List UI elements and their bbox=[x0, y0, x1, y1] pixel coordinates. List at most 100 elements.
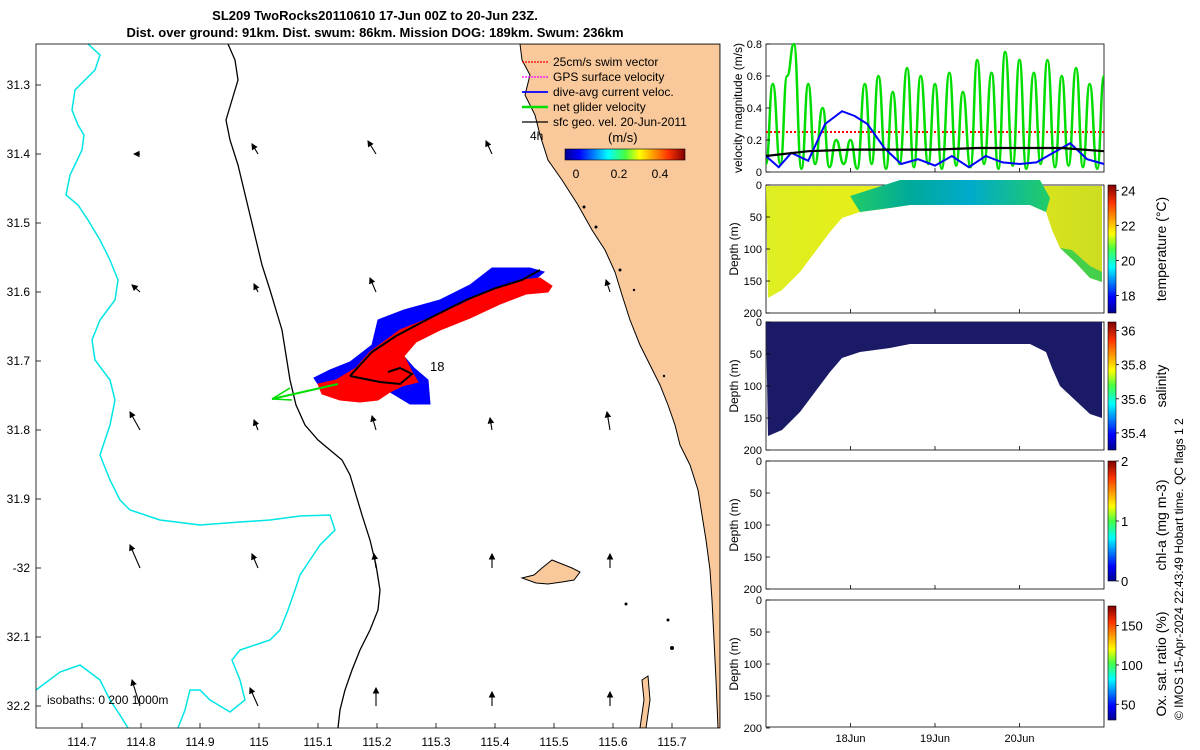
chlorophyll-depth-tick-label: 200 bbox=[744, 584, 762, 596]
legend-label-swim: 25cm/s swim vector bbox=[553, 55, 658, 69]
date-tick-label: 20Jun bbox=[1005, 733, 1035, 745]
salinity-ticks: 0 50 100 150 200 Depth (m) 35.4 35.6 35.8 36 salin… bbox=[727, 317, 1169, 457]
chlorophyll-axes bbox=[765, 460, 1105, 590]
oxygen-colorbar-tick-label: 150 bbox=[1121, 619, 1143, 634]
salinity-depth-tick-label: 150 bbox=[744, 413, 762, 425]
temperature-colorbar-label: temperature (°C) bbox=[1153, 197, 1169, 301]
salinity-colorbar-tick-label: 35.8 bbox=[1121, 358, 1146, 373]
salinity-colorbar-tick-label: 35.6 bbox=[1121, 392, 1146, 407]
salinity-colorbar-label: salinity bbox=[1153, 365, 1169, 408]
salinity-depth-tick-label: 50 bbox=[750, 349, 762, 361]
speed-colorbar bbox=[564, 148, 686, 161]
oxygen-depth-tick-label: 150 bbox=[744, 691, 762, 703]
colorbar-title: (m/s) bbox=[608, 130, 638, 145]
legend-label-net: net glider velocity bbox=[553, 100, 646, 114]
chlorophyll-depth-tick-label: 0 bbox=[756, 456, 762, 468]
oxygen-depth-tick-label: 200 bbox=[744, 723, 762, 735]
chlorophyll-depth-tick-label: 150 bbox=[744, 552, 762, 564]
temperature-depth-label: Depth (m) bbox=[727, 222, 741, 275]
lat-tick-label: 31.9 bbox=[7, 492, 31, 506]
map-lon-ticks: 114.7 114.8 114.9 115 115.1 115.2 115.3 115.4 11… bbox=[67, 723, 687, 749]
temperature-colorbar-tick-label: 20 bbox=[1121, 253, 1135, 268]
lat-tick-label: 31.7 bbox=[7, 354, 31, 368]
chart-title-line2: Dist. over ground: 91km. Dist. swum: 86k… bbox=[126, 25, 624, 40]
temperature-section bbox=[766, 186, 1102, 298]
lon-tick-label: 115.7 bbox=[657, 735, 686, 749]
temperature-colorbar-tick-label: 18 bbox=[1121, 288, 1135, 303]
lon-tick-label: 115.5 bbox=[539, 735, 568, 749]
salinity-colorbar-tick-label: 36 bbox=[1121, 324, 1135, 339]
oxygen-ticks: 0 50 100 150 200 Depth (m) 50 100 150 Ox. sat. ra… bbox=[727, 595, 1169, 735]
colorbar-tick-2: 0.4 bbox=[652, 167, 669, 181]
track-day-label: 18 bbox=[430, 359, 444, 374]
oxygen-axes bbox=[765, 599, 1105, 728]
oxygen-depth-tick-label: 50 bbox=[750, 627, 762, 639]
oxygen-colorbar bbox=[1107, 605, 1117, 721]
temperature-depth-tick-label: 0 bbox=[756, 180, 762, 192]
isobath-1000m bbox=[36, 44, 336, 728]
lat-tick-label: 31.4 bbox=[7, 147, 31, 161]
chlorophyll-depth-tick-label: 50 bbox=[750, 488, 762, 500]
legend-label-current: dive-avg current veloc. bbox=[553, 85, 674, 99]
island-small bbox=[639, 675, 651, 728]
lon-tick-label: 114.8 bbox=[126, 735, 155, 749]
lon-tick-label: 115.1 bbox=[303, 735, 332, 749]
lon-tick-label: 115.2 bbox=[362, 735, 391, 749]
lat-tick-label: 31.8 bbox=[7, 423, 31, 437]
imos-credit: © IMOS 15-Apr-2024 22:43:49 Hobart time.… bbox=[1172, 418, 1186, 720]
geo-velocity-field bbox=[129, 140, 614, 707]
isobath-label: isobaths: 0 200 1000m bbox=[47, 693, 168, 707]
lat-tick-label: 31.6 bbox=[7, 285, 31, 299]
chlorophyll-colorbar-tick-label: 2 bbox=[1121, 454, 1128, 469]
velocity-series-dive-avg-current bbox=[765, 110, 1105, 169]
map-panel: 18 25cm/s swim vector GPS surface veloci… bbox=[7, 43, 721, 749]
temperature-colorbar-tick-label: 24 bbox=[1121, 183, 1135, 198]
temperature-panel: 0 50 100 150 200 Depth (m) 18 20 22 24 temperature… bbox=[727, 180, 1169, 320]
oxygen-colorbar-label: Ox. sat. ratio (%) bbox=[1153, 611, 1169, 716]
velocity-y-tick-label: 0.2 bbox=[747, 135, 762, 147]
isobath-200m bbox=[225, 44, 381, 728]
velocity-y-tick-label: 0 bbox=[756, 167, 762, 179]
chlorophyll-ticks: 0 50 100 150 200 Depth (m) 0 1 2 chl-a (mg m-3) bbox=[727, 454, 1169, 596]
glider-track bbox=[349, 269, 541, 386]
chlorophyll-colorbar-tick-label: 0 bbox=[1121, 574, 1128, 589]
oxygen-colorbar-tick-label: 50 bbox=[1121, 697, 1135, 712]
lon-tick-label: 115 bbox=[249, 735, 268, 749]
lat-tick-label: -32 bbox=[13, 561, 31, 575]
lon-tick-label: 115.6 bbox=[598, 735, 627, 749]
chlorophyll-depth-tick-label: 100 bbox=[744, 520, 762, 532]
swim-vector-band bbox=[317, 277, 553, 403]
temperature-surface-layer bbox=[850, 180, 1050, 212]
chart-title-line1: SL209 TwoRocks20110610 17-Jun 00Z to 20-… bbox=[212, 8, 538, 23]
salinity-depth-tick-label: 100 bbox=[744, 381, 762, 393]
velocity-series-net-glider-velocity bbox=[764, 42, 1106, 171]
temperature-depth-tick-label: 50 bbox=[750, 212, 762, 224]
oxygen-colorbar-tick-label: 100 bbox=[1121, 658, 1143, 673]
island bbox=[520, 559, 581, 585]
colorbar-tick-1: 0.2 bbox=[611, 167, 628, 181]
temperature-ticks: 0 50 100 150 200 Depth (m) 18 20 22 24 temperature… bbox=[727, 180, 1169, 320]
lon-tick-label: 115.4 bbox=[480, 735, 509, 749]
velocity-ylabel: velocity magnitude (m/s) bbox=[731, 43, 745, 173]
date-tick-label: 18Jun bbox=[836, 733, 866, 745]
temperature-colorbar bbox=[1107, 184, 1117, 314]
salinity-section bbox=[766, 322, 1102, 436]
salinity-panel: 0 50 100 150 200 Depth (m) 35.4 35.6 35.8 36 salin… bbox=[727, 317, 1169, 457]
oxygen-depth-tick-label: 0 bbox=[756, 595, 762, 607]
chlorophyll-colorbar-tick-label: 1 bbox=[1121, 514, 1128, 529]
salinity-colorbar-tick-label: 35.4 bbox=[1121, 426, 1146, 441]
date-ticks: 18Jun 19Jun 20Jun bbox=[836, 168, 1035, 745]
chlorophyll-depth-label: Depth (m) bbox=[727, 498, 741, 551]
salinity-depth-label: Depth (m) bbox=[727, 359, 741, 412]
lat-tick-label: 32.2 bbox=[7, 699, 31, 713]
date-tick-label: 19Jun bbox=[920, 733, 950, 745]
colorbar-tick-0: 0 bbox=[573, 167, 580, 181]
net-glider-arrowhead bbox=[271, 387, 293, 401]
oxygen-depth-label: Depth (m) bbox=[727, 637, 741, 690]
velocity-panel: 0 0.2 0.4 0.6 0.8 velocity magnitude (m/s) bbox=[731, 39, 1106, 179]
chlorophyll-panel: 0 50 100 150 200 Depth (m) 0 1 2 chl-a (mg m-3) bbox=[727, 454, 1169, 596]
legend-label-geo: sfc geo. vel. 20-Jun-2011 bbox=[553, 115, 687, 129]
lon-tick-label: 114.9 bbox=[185, 735, 214, 749]
